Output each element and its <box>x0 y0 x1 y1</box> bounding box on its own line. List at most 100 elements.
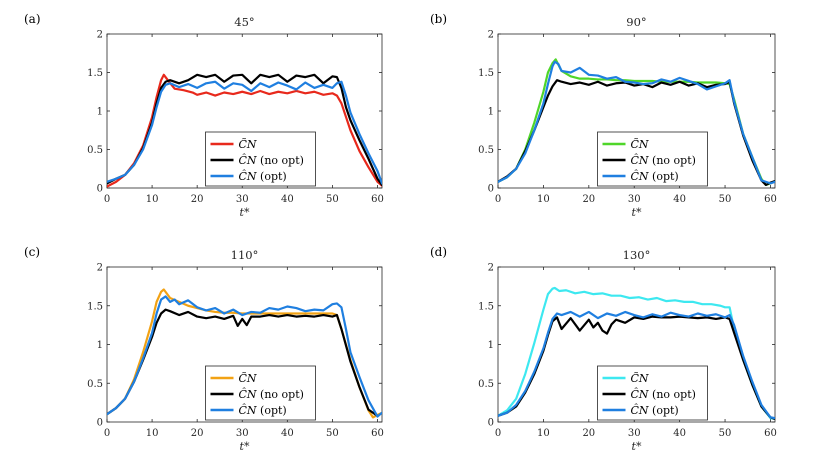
legend-suffix: (opt) <box>257 170 287 183</box>
legend-entry: C̃N <box>631 372 649 385</box>
x-axis-label: t* <box>240 206 250 219</box>
x-axis-label: t* <box>632 440 642 453</box>
legend-entry: C̃N <box>239 138 257 151</box>
y-tick-label: 2 <box>97 263 103 274</box>
series-line-2 <box>107 308 379 417</box>
y-tick-label: 1 <box>488 340 494 351</box>
x-tick-label: 0 <box>104 428 110 439</box>
y-tick-label: 0.5 <box>87 379 103 390</box>
legend: C̃NĈN (no opt)ĈN (opt) <box>597 131 708 187</box>
x-tick-label: 10 <box>146 428 159 439</box>
legend: C̃NĈN (no opt)ĈN (opt) <box>205 365 316 421</box>
y-tick-label: 1.5 <box>87 301 103 312</box>
x-tick-label: 30 <box>236 428 249 439</box>
y-tick-label: 1.5 <box>478 68 494 79</box>
x-tick-label: 0 <box>495 194 501 205</box>
x-tick-label: 50 <box>326 428 339 439</box>
y-tick-label: 0.5 <box>87 145 103 156</box>
legend-entry: ĈN (no opt) <box>239 153 304 167</box>
legend-entry: ĈN (opt) <box>239 169 287 183</box>
x-tick-label: 20 <box>582 428 595 439</box>
chart-title: 45° <box>234 15 254 29</box>
y-tick-label: 1.5 <box>478 301 494 312</box>
x-tick-label: 30 <box>628 194 641 205</box>
legend-symbol: ĈN <box>631 387 649 401</box>
x-tick-label: 20 <box>582 194 595 205</box>
x-tick-label: 60 <box>371 428 384 439</box>
legend-symbol: ĈN <box>239 153 257 167</box>
series-line-3 <box>107 80 382 185</box>
legend-suffix: (opt) <box>257 404 287 417</box>
y-tick-label: 1 <box>488 107 494 118</box>
legend-symbol: C̃N <box>239 372 257 385</box>
legend-entry: ĈN (opt) <box>631 403 679 417</box>
panel-label: (a) <box>24 12 41 26</box>
legend-suffix: (no opt) <box>257 388 304 401</box>
x-tick-label: 50 <box>326 194 339 205</box>
legend-symbol: ĈN <box>631 169 649 183</box>
y-tick-label: 0.5 <box>478 145 494 156</box>
legend-suffix: (opt) <box>649 170 679 183</box>
x-tick-label: 10 <box>537 428 550 439</box>
series-line-3 <box>498 60 775 185</box>
legend: C̃NĈN (no opt)ĈN (opt) <box>597 365 708 421</box>
y-tick-label: 0 <box>488 418 494 429</box>
legend-symbol: ĈN <box>631 153 649 167</box>
y-tick-label: 1 <box>97 107 103 118</box>
panel-label: (b) <box>430 12 447 26</box>
legend-suffix: (no opt) <box>649 154 696 167</box>
legend-entry: ĈN (opt) <box>631 169 679 183</box>
x-tick-label: 60 <box>764 194 777 205</box>
y-tick-label: 0 <box>488 184 494 195</box>
legend-entry: ĈN (no opt) <box>631 387 696 401</box>
chart-title: 110° <box>231 248 259 262</box>
x-tick-label: 30 <box>628 428 641 439</box>
y-tick-label: 2 <box>488 30 494 41</box>
legend-entry: C̃N <box>631 138 649 151</box>
series-line-3 <box>107 295 382 418</box>
y-tick-label: 2 <box>488 263 494 274</box>
y-tick-label: 1.5 <box>87 68 103 79</box>
x-axis-label: t* <box>240 440 250 453</box>
x-tick-label: 10 <box>537 194 550 205</box>
legend-symbol: ĈN <box>239 387 257 401</box>
x-tick-label: 0 <box>104 194 110 205</box>
x-tick-label: 60 <box>371 194 384 205</box>
legend-suffix: (no opt) <box>257 154 304 167</box>
legend-symbol: ĈN <box>631 403 649 417</box>
x-axis-label: t* <box>632 206 642 219</box>
legend-suffix: (opt) <box>649 404 679 417</box>
x-tick-label: 30 <box>236 194 249 205</box>
y-tick-label: 2 <box>97 30 103 41</box>
panel-label: (c) <box>24 245 40 259</box>
x-tick-label: 20 <box>191 428 204 439</box>
x-tick-label: 50 <box>719 428 732 439</box>
legend-entry: ĈN (no opt) <box>239 387 304 401</box>
y-tick-label: 0 <box>97 184 103 195</box>
chart-panel-1: (a) 45° 0 10 20 30 40 50 60 0 0.5 1 1.5 2 t* C̃N ĈN (no … <box>24 12 384 219</box>
legend-symbol: ĈN <box>239 403 257 417</box>
legend-symbol: C̃N <box>631 372 649 385</box>
x-tick-label: 40 <box>673 428 686 439</box>
legend-symbol: C̃N <box>631 138 649 151</box>
chart-panel-4: (d) 130° 0 10 20 30 40 50 60 0 0.5 1 1.5 2 t* C̃N ĈN (no… <box>430 245 777 453</box>
legend-symbol: C̃N <box>239 138 257 151</box>
y-tick-label: 0 <box>97 418 103 429</box>
legend-entry: ĈN (opt) <box>239 403 287 417</box>
x-tick-label: 40 <box>281 194 294 205</box>
x-tick-label: 10 <box>146 194 159 205</box>
x-tick-label: 50 <box>719 194 732 205</box>
legend-entry: ĈN (no opt) <box>631 153 696 167</box>
y-tick-label: 0.5 <box>478 379 494 390</box>
series-line-1 <box>107 73 382 188</box>
legend-suffix: (no opt) <box>649 388 696 401</box>
x-tick-label: 0 <box>495 428 501 439</box>
y-tick-label: 1 <box>97 340 103 351</box>
x-tick-label: 60 <box>764 428 777 439</box>
legend: C̃NĈN (no opt)ĈN (opt) <box>205 131 316 187</box>
legend-entry: C̃N <box>239 372 257 385</box>
x-tick-label: 20 <box>191 194 204 205</box>
x-tick-label: 40 <box>673 194 686 205</box>
series-line-3 <box>498 310 775 420</box>
